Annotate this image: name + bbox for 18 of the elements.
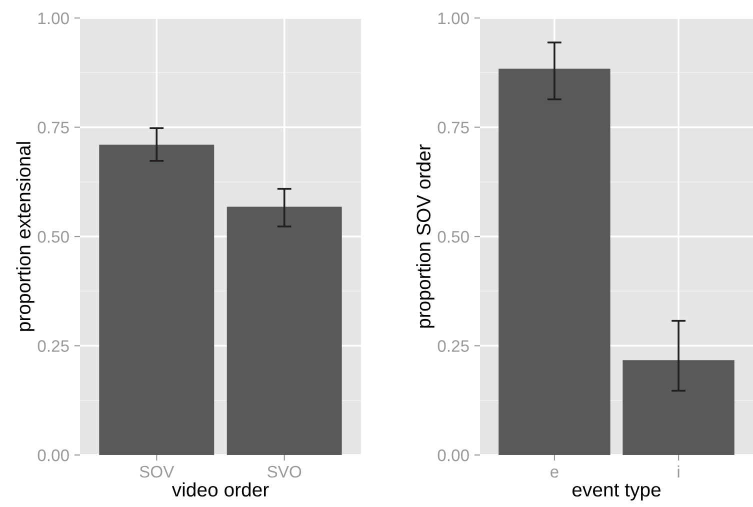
- y-axis-title: proportion extensional: [16, 142, 34, 331]
- x-axis-title: event type: [572, 484, 660, 500]
- y-tick-label: 0.50: [438, 230, 469, 243]
- y-axis-title: proportion SOV order: [416, 144, 434, 328]
- y-tick-label: 0.75: [38, 122, 69, 134]
- y-tick-label: 1.00: [38, 12, 69, 24]
- x-tick-label: SOV: [140, 466, 174, 478]
- y-tick-label: 1.00: [438, 12, 469, 24]
- y-tick-label: 0.50: [38, 230, 69, 243]
- x-tick-label: i: [678, 465, 680, 478]
- x-tick-label: SVO: [268, 466, 302, 478]
- y-tick-label: 0.25: [38, 340, 69, 352]
- x-tick-label: e: [550, 468, 558, 478]
- y-tick-label: 0.00: [38, 449, 69, 462]
- y-tick-label: 0.75: [438, 122, 469, 134]
- x-axis-title: video order: [172, 482, 269, 497]
- y-tick-label: 0.00: [438, 449, 469, 462]
- y-tick-label: 0.25: [438, 340, 469, 352]
